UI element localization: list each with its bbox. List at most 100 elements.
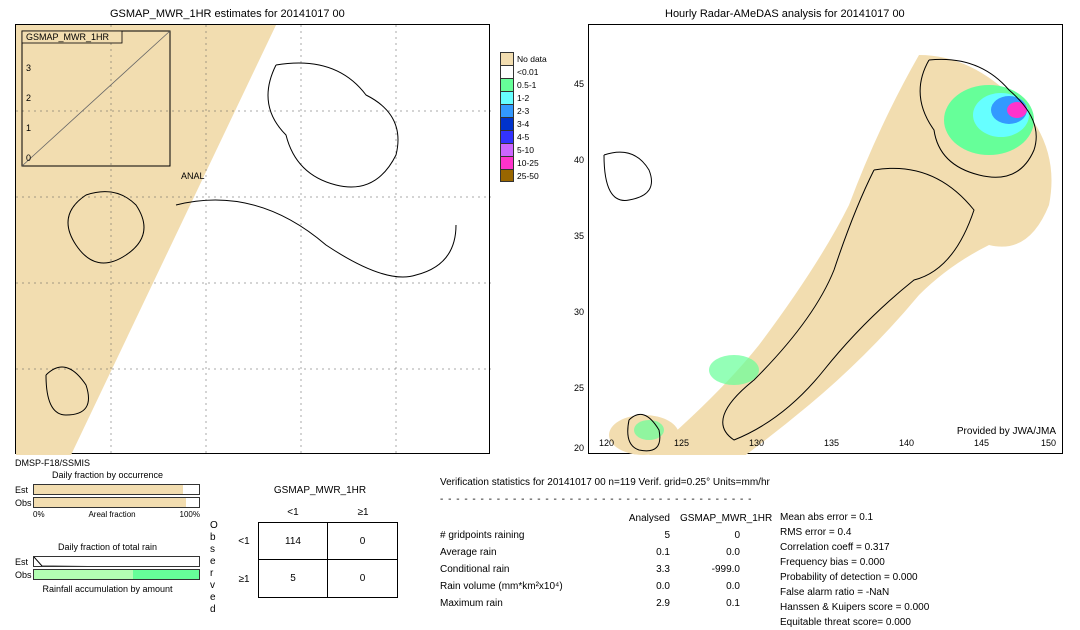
lon-145: 145	[974, 438, 989, 448]
contingency-table: GSMAP_MWR_1HR <1 ≥1 <1 114 0 ≥1 5 0	[230, 485, 410, 598]
lat-20: 20	[574, 443, 584, 453]
legend-swatch	[500, 130, 514, 143]
legend-label: 1-2	[514, 93, 529, 103]
verification-stats: Verification statistics for 20141017 00 …	[440, 475, 929, 630]
stats-row: # gridpoints raining50	[440, 527, 750, 544]
metric-line: RMS error = 0.4	[780, 525, 929, 540]
stats-row-analysed: 0.0	[610, 578, 680, 595]
lon-130: 130	[749, 438, 764, 448]
frac-scale-mid: Areal fraction	[88, 510, 135, 519]
metric-line: Correlation coeff = 0.317	[780, 540, 929, 555]
lon-125: 125	[674, 438, 689, 448]
inset-label: GSMAP_MWR_1HR	[26, 32, 109, 42]
sensor-label: DMSP-F18/SSMIS	[15, 458, 90, 468]
legend-label: 5-10	[514, 145, 534, 155]
inset-tick-2: 2	[26, 93, 31, 103]
left-map-svg	[16, 25, 491, 455]
frac-tot-caption: Rainfall accumulation by amount	[15, 584, 200, 594]
stats-row-analysed: 0.1	[610, 544, 680, 561]
ctg-row-lt1: <1	[230, 522, 258, 560]
legend-row: 3-4	[500, 117, 564, 130]
anal-label: ANAL	[181, 171, 205, 181]
lat-30: 30	[574, 307, 584, 317]
legend-row: No data	[500, 52, 564, 65]
lon-135: 135	[824, 438, 839, 448]
stats-row-label: Average rain	[440, 544, 610, 561]
legend-swatch	[500, 52, 514, 65]
legend-label: <0.01	[514, 67, 539, 77]
legend-row: 5-10	[500, 143, 564, 156]
right-map-title: Hourly Radar-AMeDAS analysis for 2014101…	[665, 8, 905, 20]
lat-40: 40	[574, 155, 584, 165]
left-map: GSMAP_MWR_1HR ANAL 3 2 1 0	[15, 24, 490, 454]
inset-tick-0: 0	[26, 153, 31, 163]
right-map: 45 40 35 30 25 20 120 125 130 135 140 14…	[588, 24, 1063, 454]
ctg-00: 114	[258, 522, 328, 560]
legend-row: 4-5	[500, 130, 564, 143]
ctg-row-ge1: ≥1	[230, 560, 258, 598]
metric-line: False alarm ratio = -NaN	[780, 585, 929, 600]
lat-35: 35	[574, 231, 584, 241]
frac-occ-est-bar	[33, 484, 200, 495]
ctg-title: GSMAP_MWR_1HR	[230, 485, 410, 496]
legend-swatch	[500, 156, 514, 169]
frac-scale-left: 0%	[33, 510, 45, 519]
right-map-svg	[589, 25, 1064, 455]
frac-tot-title: Daily fraction of total rain	[15, 542, 200, 552]
stats-col-gsmap: GSMAP_MWR_1HR	[680, 510, 750, 527]
legend-row: 25-50	[500, 169, 564, 182]
ctg-01: 0	[328, 522, 398, 560]
metrics-list: Mean abs error = 0.1RMS error = 0.4Corre…	[780, 510, 929, 630]
frac-obs-label: Obs	[15, 498, 33, 508]
frac-est-label: Est	[15, 485, 33, 495]
metric-line: Hanssen & Kuipers score = 0.000	[780, 600, 929, 615]
lat-25: 25	[574, 383, 584, 393]
frac-occ-obs-bar	[33, 497, 200, 508]
stats-row-gsmap: 0	[680, 527, 750, 544]
metric-line: Equitable threat score= 0.000	[780, 615, 929, 630]
legend-swatch	[500, 65, 514, 78]
stats-row-gsmap: -999.0	[680, 561, 750, 578]
metric-line: Frequency bias = 0.000	[780, 555, 929, 570]
legend-swatch	[500, 169, 514, 182]
ctg-col-ge1: ≥1	[328, 502, 398, 522]
legend-label: 2-3	[514, 106, 529, 116]
stats-row-gsmap: 0.0	[680, 578, 750, 595]
legend-label: 25-50	[514, 171, 539, 181]
legend-label: 4-5	[514, 132, 529, 142]
stats-row-analysed: 2.9	[610, 595, 680, 612]
stats-row-label: Rain volume (mm*km²x10⁴)	[440, 578, 610, 595]
ctg-10: 5	[258, 560, 328, 598]
frac-tot-obs-bar	[33, 569, 200, 580]
legend-swatch	[500, 78, 514, 91]
lon-140: 140	[899, 438, 914, 448]
lon-120: 120	[599, 438, 614, 448]
observed-vertical-label: Observed	[210, 520, 218, 616]
stats-row: Conditional rain3.3-999.0	[440, 561, 750, 578]
legend-label: 3-4	[514, 119, 529, 129]
stats-row: Average rain0.10.0	[440, 544, 750, 561]
stats-divider: - - - - - - - - - - - - - - - - - - - - …	[440, 492, 929, 507]
legend-row: 0.5-1	[500, 78, 564, 91]
left-map-title: GSMAP_MWR_1HR estimates for 20141017 00	[110, 8, 345, 20]
lat-45: 45	[574, 79, 584, 89]
stats-row-analysed: 3.3	[610, 561, 680, 578]
fraction-occurrence: Daily fraction by occurrence Est Obs 0% …	[15, 470, 200, 519]
legend-label: 0.5-1	[514, 80, 536, 90]
metric-line: Probability of detection = 0.000	[780, 570, 929, 585]
stats-row: Maximum rain2.90.1	[440, 595, 750, 612]
stats-row-label: # gridpoints raining	[440, 527, 610, 544]
legend-row: 1-2	[500, 91, 564, 104]
lon-150: 150	[1041, 438, 1056, 448]
stats-row-analysed: 5	[610, 527, 680, 544]
legend-swatch	[500, 91, 514, 104]
stats-col-analysed: Analysed	[610, 510, 680, 527]
legend-label: No data	[514, 54, 547, 64]
provided-by: Provided by JWA/JMA	[957, 426, 1056, 437]
legend-label: 10-25	[514, 158, 539, 168]
legend-row: <0.01	[500, 65, 564, 78]
ctg-11: 0	[328, 560, 398, 598]
fraction-total: Daily fraction of total rain Est Obs Rai…	[15, 542, 200, 598]
stats-row-gsmap: 0.1	[680, 595, 750, 612]
frac-tot-est-bar	[33, 556, 200, 567]
